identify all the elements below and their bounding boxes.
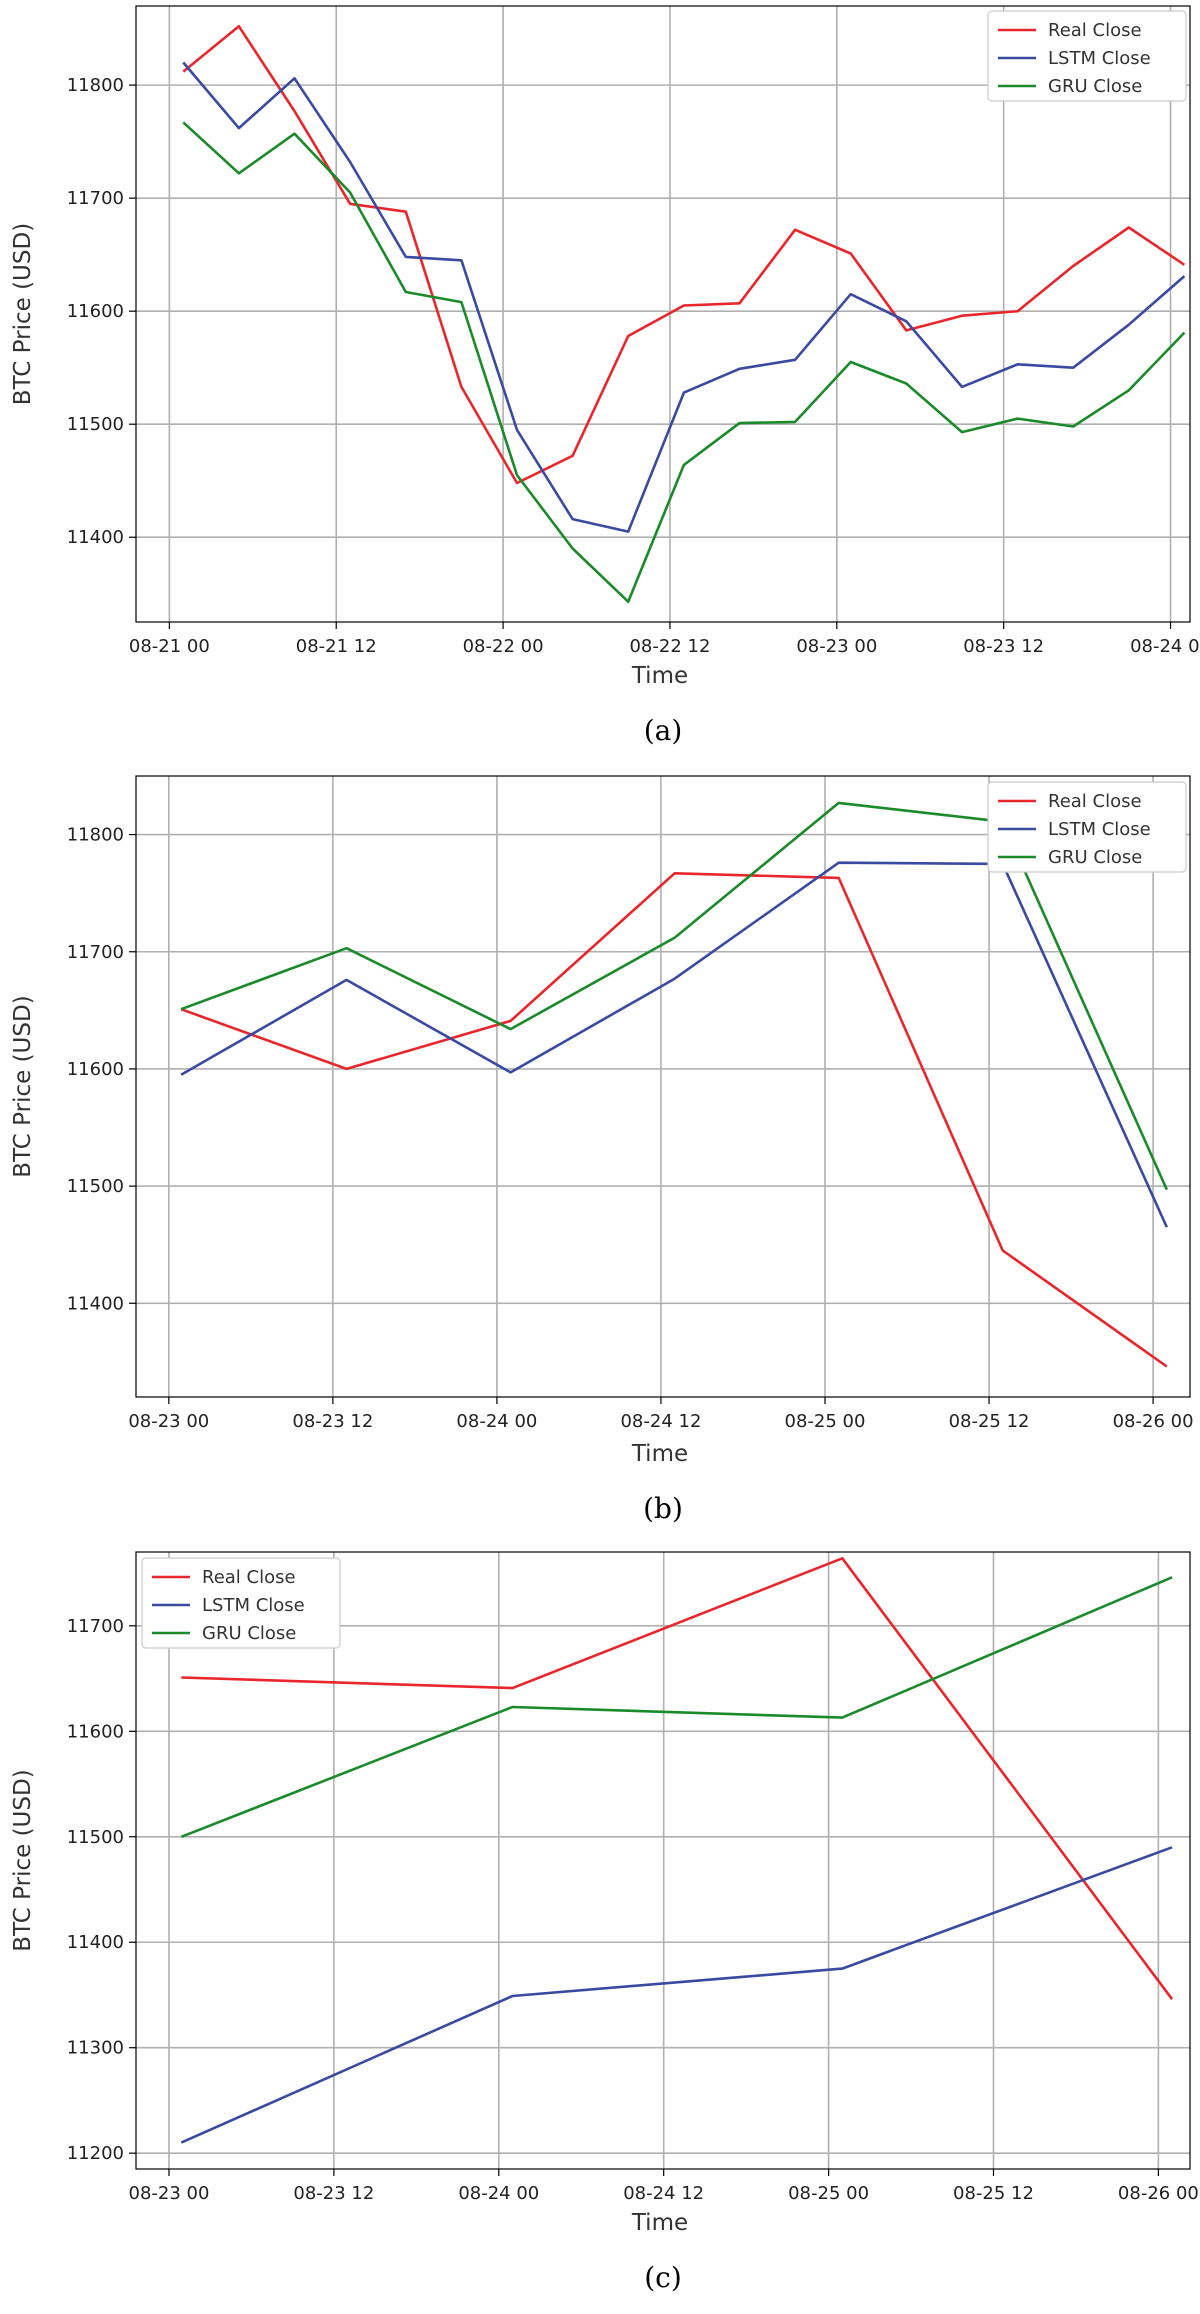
- panel-caption: (c): [644, 2261, 682, 2294]
- legend-box: [141, 1557, 341, 1649]
- legend-box: [987, 10, 1187, 102]
- chart-panel-b: 08-23 00 08-23 12 08-24 00 08-24 12 08-25 00…: [10, 775, 1194, 1525]
- panel-caption: (b): [643, 1492, 683, 1525]
- x-tick-label: 08-26 00: [1113, 1411, 1194, 1432]
- x-tick-label: 08-21 00: [129, 636, 210, 657]
- legend: Real Close LSTM Close GRU Close: [987, 10, 1187, 102]
- x-tick-label: 08-23 12: [292, 1411, 373, 1432]
- y-tick-label: 11700: [67, 188, 124, 209]
- y-tick-label: 11200: [67, 2143, 124, 2164]
- plot-area-frame: [135, 775, 1191, 1398]
- legend-label: GRU Close: [1048, 847, 1142, 868]
- x-tick-label: 08-23 00: [796, 636, 877, 657]
- y-tick-label: 11700: [67, 1616, 124, 1637]
- x-tick-label: 08-24 00: [1130, 636, 1200, 657]
- x-axis-label: Time: [631, 2210, 688, 2236]
- x-tick-label: 08-25 12: [953, 2183, 1034, 2204]
- legend-label: GRU Close: [202, 1623, 296, 1644]
- panel-caption: (a): [644, 714, 683, 747]
- x-tick-label: 08-21 12: [296, 636, 377, 657]
- legend-label: Real Close: [1048, 791, 1142, 812]
- series-line-lstm-close: [182, 61, 1186, 533]
- y-tick-label: 11600: [67, 1059, 124, 1080]
- x-tick-label: 08-22 12: [629, 636, 710, 657]
- y-tick-label: 11300: [67, 2038, 124, 2059]
- plot-area-frame: [135, 5, 1191, 623]
- series-line-gru-close: [182, 121, 1186, 604]
- x-tick-label: 08-23 12: [963, 636, 1044, 657]
- y-tick-label: 11400: [67, 1932, 124, 1953]
- series-line-real-close: [181, 1557, 1174, 2000]
- legend-label: LSTM Close: [1048, 819, 1151, 840]
- plot-area-frame: [135, 1551, 1191, 2170]
- x-tick-label: 08-24 12: [623, 2183, 704, 2204]
- y-tick-label: 11500: [67, 1827, 124, 1848]
- y-axis-label: BTC Price (USD): [10, 1769, 36, 1951]
- series-line-lstm-close: [180, 1846, 1173, 2144]
- y-axis-label: BTC Price (USD): [10, 223, 36, 405]
- y-tick-label: 11500: [67, 414, 124, 435]
- legend-label: Real Close: [1048, 20, 1142, 41]
- series-line-lstm-close: [180, 861, 1168, 1228]
- y-tick-label: 11800: [67, 825, 124, 846]
- x-tick-label: 08-25 12: [949, 1411, 1030, 1432]
- legend-label: Real Close: [202, 1567, 296, 1588]
- x-tick-label: 08-24 00: [458, 2183, 539, 2204]
- x-tick-label: 08-26 00: [1118, 2183, 1199, 2204]
- y-tick-label: 11600: [67, 1721, 124, 1742]
- y-tick-label: 11600: [67, 301, 124, 322]
- legend-label: LSTM Close: [202, 1595, 305, 1616]
- y-tick-label: 11400: [67, 527, 124, 548]
- x-tick-label: 08-23 00: [129, 2183, 210, 2204]
- legend-label: GRU Close: [1048, 76, 1142, 97]
- x-tick-label: 08-23 12: [293, 2183, 374, 2204]
- chart-panel-a: 08-21 00 08-21 12 08-22 00 08-22 12 08-23 00…: [10, 5, 1200, 747]
- legend-box: [987, 781, 1187, 873]
- x-tick-label: 08-25 00: [785, 1411, 866, 1432]
- y-tick-label: 11800: [67, 75, 124, 96]
- y-tick-label: 11700: [67, 942, 124, 963]
- x-tick-label: 08-23 00: [128, 1411, 209, 1432]
- x-tick-label: 08-25 00: [788, 2183, 869, 2204]
- x-tick-label: 08-24 12: [620, 1411, 701, 1432]
- legend-label: LSTM Close: [1048, 48, 1151, 69]
- x-tick-label: 08-24 00: [456, 1411, 537, 1432]
- legend: Real Close LSTM Close GRU Close: [141, 1557, 341, 1649]
- y-tick-label: 11400: [67, 1293, 124, 1314]
- x-axis-label: Time: [631, 1441, 688, 1467]
- series-line-real-close: [180, 871, 1168, 1368]
- y-tick-label: 11500: [67, 1176, 124, 1197]
- series-line-real-close: [182, 24, 1186, 485]
- legend: Real Close LSTM Close GRU Close: [987, 781, 1187, 873]
- series-line-gru-close: [180, 1576, 1173, 1839]
- x-tick-label: 08-22 00: [463, 636, 544, 657]
- x-axis-label: Time: [631, 663, 688, 689]
- y-axis-label: BTC Price (USD): [10, 995, 36, 1177]
- chart-panel-c: 08-23 00 08-23 12 08-24 00 08-24 12 08-25 00…: [10, 1551, 1199, 2294]
